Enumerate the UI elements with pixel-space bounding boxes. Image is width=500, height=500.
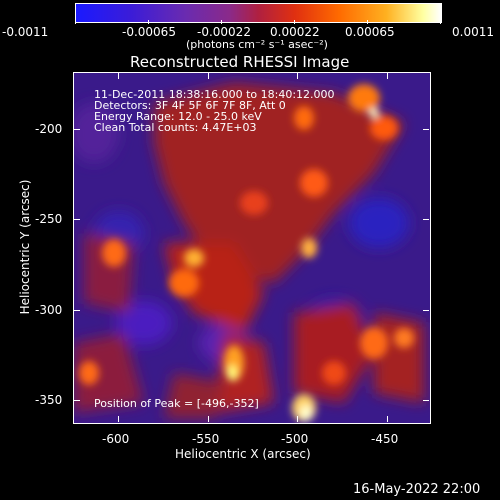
- colorbar-tick: [221, 20, 222, 24]
- y-tick-label: -350: [35, 393, 63, 407]
- plot-title: Reconstructed RHESSI Image: [130, 53, 350, 71]
- image-canvas: [74, 73, 430, 423]
- x-tick-label: -500: [281, 432, 309, 446]
- colorbar: [75, 3, 442, 23]
- colorbar-tick-label: 0.00065: [345, 25, 395, 39]
- x-tick: [118, 416, 119, 422]
- colorbar-tick: [148, 20, 149, 24]
- y-tick-label: -300: [35, 303, 63, 317]
- reconstructed-image: 11-Dec-2011 18:38:16.000 to 18:40:12.000…: [73, 72, 431, 424]
- y-tick-label: -200: [35, 122, 63, 136]
- y-tick: [423, 219, 429, 220]
- x-tick: [297, 416, 298, 422]
- y-tick: [74, 219, 80, 220]
- x-tick: [297, 73, 298, 79]
- info-clean-counts: Clean Total counts: 4.47E+03: [94, 121, 257, 134]
- colorbar-tick: [75, 20, 76, 24]
- y-tick: [74, 129, 80, 130]
- y-tick: [74, 310, 80, 311]
- y-tick-label: -250: [35, 212, 63, 226]
- x-tick: [208, 416, 209, 422]
- peak-position-label: Position of Peak = [-496,-352]: [94, 397, 259, 410]
- info-energy-range: Energy Range: 12.0 - 25.0 keV: [94, 110, 262, 123]
- colorbar-unit-label: (photons cm⁻² s⁻¹ asec⁻²): [186, 38, 328, 51]
- colorbar-tick-label: -0.00065: [122, 25, 176, 39]
- x-tick: [118, 73, 119, 79]
- x-tick: [387, 73, 388, 79]
- x-tick-label: -550: [192, 432, 220, 446]
- y-tick: [423, 129, 429, 130]
- x-tick: [387, 416, 388, 422]
- render-timestamp: 16-May-2022 22:00: [353, 482, 481, 497]
- x-tick-label: -600: [102, 432, 130, 446]
- y-tick: [423, 400, 429, 401]
- info-observation-time: 11-Dec-2011 18:38:16.000 to 18:40:12.000: [94, 88, 335, 101]
- y-tick: [423, 310, 429, 311]
- colorbar-tick-label: -0.0011: [2, 25, 49, 39]
- colorbar-tick-label: 0.00022: [270, 25, 320, 39]
- x-tick: [208, 73, 209, 79]
- x-axis-label: Heliocentric X (arcsec): [175, 447, 311, 461]
- colorbar-tick: [294, 20, 295, 24]
- info-detectors: Detectors: 3F 4F 5F 6F 7F 8F, Att 0: [94, 99, 286, 112]
- colorbar-tick-label: 0.0011: [452, 25, 494, 39]
- colorbar-tick-label: -0.00022: [197, 25, 251, 39]
- y-axis-label: Heliocentric Y (arcsec): [18, 179, 32, 315]
- colorbar-tick: [367, 20, 368, 24]
- colorbar-tick: [440, 20, 441, 24]
- y-tick: [74, 400, 80, 401]
- x-tick-label: -450: [371, 432, 399, 446]
